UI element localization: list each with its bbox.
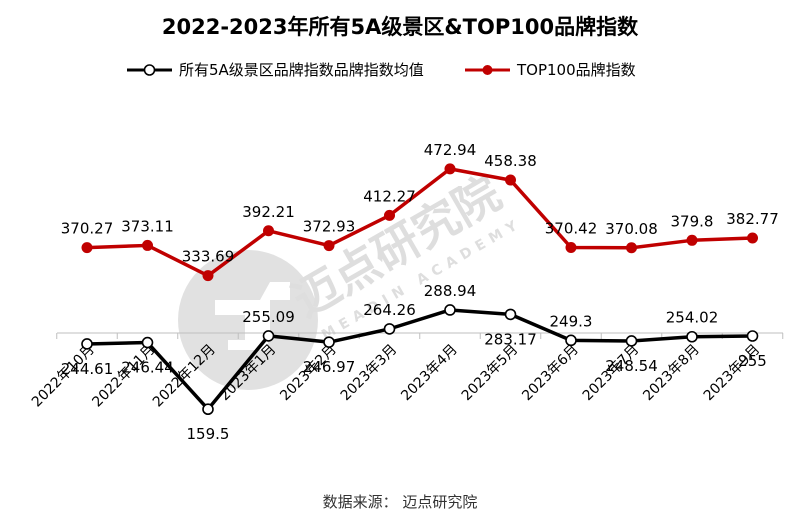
data-point-series-2 [263, 225, 274, 237]
data-label-series-1: 246.97 [303, 358, 356, 376]
data-point-series-1 [746, 330, 759, 342]
data-point-series-1 [444, 304, 456, 316]
data-label-series-1: 255.09 [242, 308, 295, 326]
data-point-series-1 [686, 330, 698, 343]
data-point-series-1 [202, 403, 214, 416]
data-label-series-1: 264.26 [363, 301, 416, 319]
data-point-series-1 [565, 334, 577, 347]
data-label-series-2: 372.93 [303, 218, 356, 236]
data-point-series-1 [625, 335, 638, 347]
x-tick-label: 2023年6月 [519, 342, 582, 405]
data-point-series-2 [444, 163, 456, 175]
data-label-series-2: 333.69 [182, 248, 235, 266]
series-line-2 [86, 167, 753, 278]
series-lines [86, 167, 753, 411]
data-point-series-2 [323, 240, 335, 252]
data-point-series-2 [505, 174, 516, 186]
watermark: 迈点研究院 MEADIN ACADEMY [178, 166, 525, 390]
data-label-series-1: 246.44 [121, 359, 174, 377]
data-label-series-2: 382.77 [726, 210, 779, 228]
legend-label-series-2: TOP100品牌指数 [516, 61, 636, 79]
data-label-series-2: 458.38 [484, 152, 537, 170]
source-note: 数据来源： 迈点研究院 [323, 493, 478, 511]
data-point-series-1 [504, 308, 517, 321]
data-point-series-2 [142, 239, 153, 251]
data-point-series-2 [686, 234, 698, 246]
data-label-series-2: 379.8 [671, 212, 714, 230]
chart-title: 2022-2023年所有5A级景区&TOP100品牌指数 [162, 15, 639, 39]
data-point-series-2 [384, 209, 395, 221]
data-label-series-2: 392.21 [242, 203, 295, 221]
data-label-series-2: 373.11 [121, 217, 174, 235]
data-label-series-1: 248.54 [605, 357, 658, 375]
data-labels: 244.61 246.44 159.5 255.09 246.97 264.26 288.9… [61, 141, 779, 443]
x-tick-label: 2023年9月 [701, 342, 764, 405]
legend-item-series-1: 所有5A级景区品牌指数品牌指数均值 [127, 61, 424, 79]
data-label-series-1: 283.17 [484, 330, 537, 348]
data-label-series-1: 288.94 [424, 282, 477, 300]
data-point-series-2 [81, 242, 93, 254]
data-point-series-2 [565, 241, 577, 253]
data-label-series-2: 370.08 [605, 220, 658, 238]
x-tick-label: 2023年5月 [459, 342, 522, 405]
data-label-series-1: 244.61 [61, 360, 114, 378]
data-point-series-1 [141, 336, 154, 349]
data-point-series-1 [81, 338, 93, 350]
data-point-series-2 [626, 242, 637, 254]
watermark-logo-icon [178, 250, 318, 390]
data-label-series-1: 254.02 [666, 309, 719, 327]
data-label-series-1: 249.3 [550, 312, 593, 330]
series-markers [81, 163, 759, 416]
data-label-series-2: 472.94 [424, 141, 477, 159]
x-tick-label: 2023年4月 [398, 342, 461, 405]
data-point-series-2 [747, 232, 758, 244]
data-label-series-2: 412.27 [363, 187, 416, 205]
series-line-1 [86, 308, 753, 411]
data-point-series-1 [262, 330, 275, 342]
data-point-series-2 [202, 270, 214, 282]
data-label-series-2: 370.42 [545, 219, 598, 237]
data-point-series-1 [323, 336, 335, 348]
data-label-series-1: 255 [738, 352, 767, 370]
data-label-series-1: 159.5 [187, 425, 230, 443]
data-label-series-2: 370.27 [61, 220, 114, 238]
legend-item-series-2: TOP100品牌指数 [465, 61, 636, 79]
legend: 所有5A级景区品牌指数品牌指数均值 TOP100品牌指数 [127, 61, 636, 79]
legend-label-series-1: 所有5A级景区品牌指数品牌指数均值 [179, 61, 424, 79]
data-point-series-1 [383, 323, 396, 335]
